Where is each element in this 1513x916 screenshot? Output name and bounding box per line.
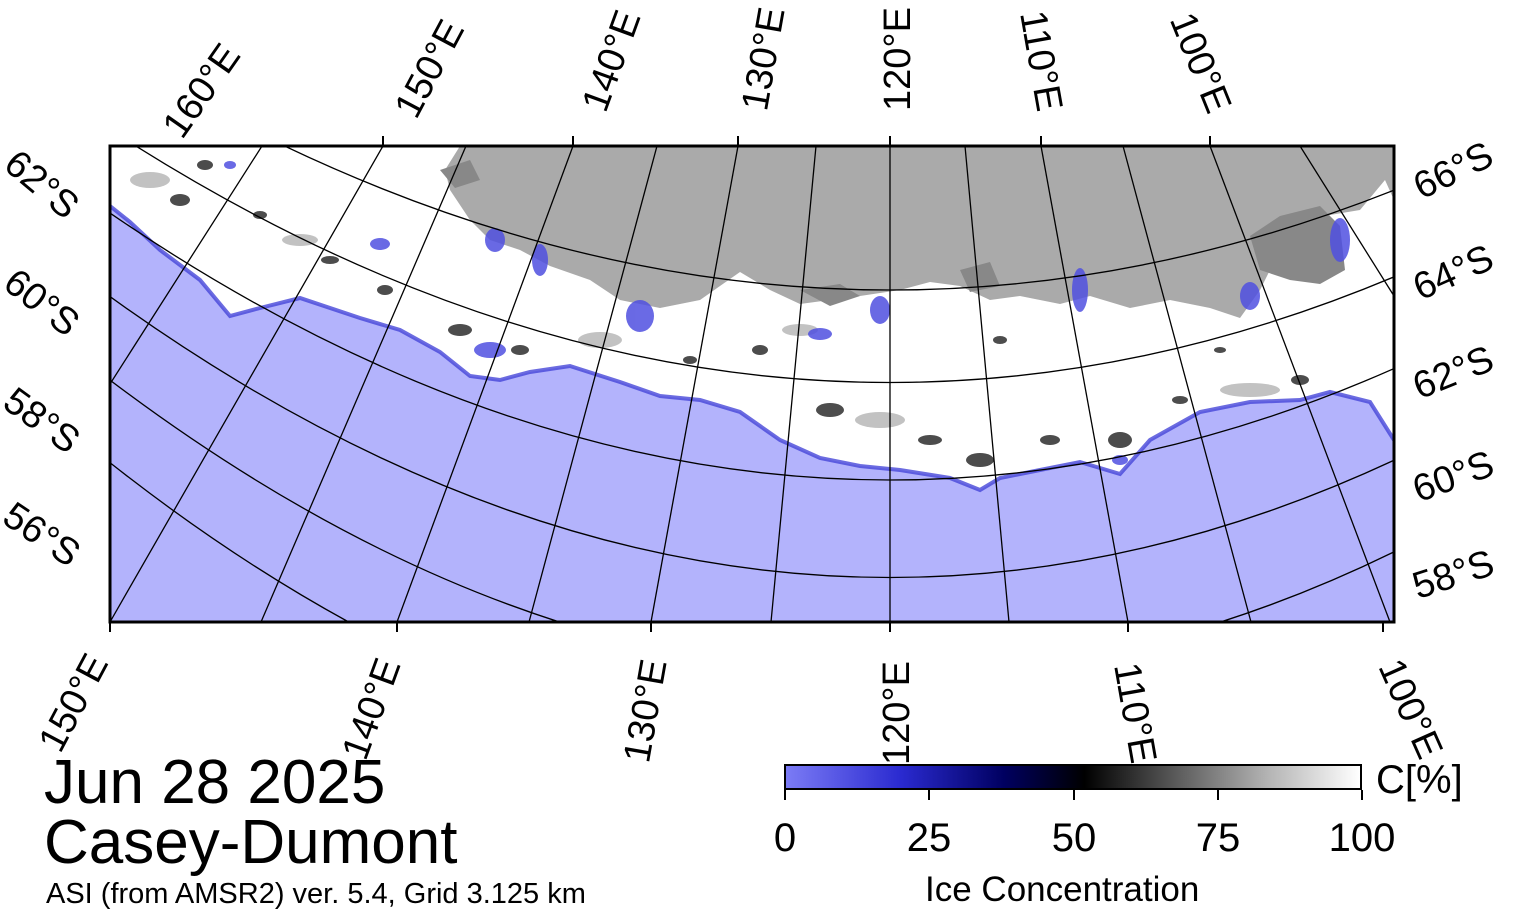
frame-ticks: [109, 136, 1384, 632]
map-frame: [108, 144, 1396, 624]
colorbar-tick: [1217, 790, 1219, 800]
colorbar-tick-label: 0: [773, 816, 797, 860]
antarctic-land: [445, 146, 1394, 318]
colorbar-tick: [928, 790, 930, 800]
colorbar-title: Ice Concentration: [925, 870, 1200, 909]
low-concentration-patches: [224, 161, 1350, 465]
colorbar-tick-label: 25: [906, 816, 952, 860]
colorbar-tick-label: 50: [1051, 816, 1097, 860]
colorbar-tick-label: 100: [1328, 816, 1396, 860]
map-date: Jun 28 2025: [44, 748, 386, 817]
colorbar: [784, 764, 1362, 790]
bottom-lon-label-120e: 120°E: [875, 661, 918, 765]
colorbar-tick: [1073, 790, 1075, 800]
colorbar-tick: [784, 790, 786, 800]
colorbar-tick-label: 75: [1195, 816, 1241, 860]
data-source-caption: ASI (from AMSR2) ver. 5.4, Grid 3.125 km: [46, 878, 586, 910]
top-lon-label-120e: 120°E: [876, 7, 919, 111]
graticule: [110, 146, 1394, 622]
colorbar-tick: [1361, 790, 1363, 800]
ice-concentration-speckle: [170, 160, 1309, 467]
region-name: Casey-Dumont: [44, 808, 458, 877]
ice-edge-band: [110, 204, 1394, 493]
ice-concentration-gray: [130, 172, 1280, 428]
colorbar-unit: C[%]: [1376, 758, 1463, 802]
